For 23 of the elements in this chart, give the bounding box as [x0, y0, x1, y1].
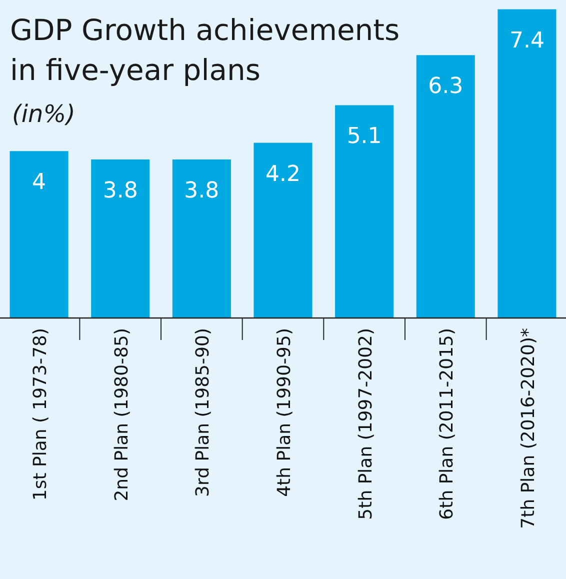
bar: [498, 9, 556, 318]
data-label: 4.2: [266, 162, 300, 187]
x-tick-label: 6th Plan (2011-2015): [436, 328, 458, 520]
data-label: 3.8: [102, 178, 138, 204]
text: (in%): [12, 100, 76, 128]
data-label: 6.3: [428, 74, 464, 100]
x-tick-label: 7th Plan (2016-2020)*: [518, 328, 539, 529]
data-label: 3.8: [184, 178, 220, 204]
bar: [416, 55, 475, 318]
data-label: 7.4: [509, 28, 544, 54]
bar: [254, 142, 312, 318]
bar: [172, 159, 231, 318]
data-label: 4: [32, 170, 46, 196]
x-tick-label: 3rd Plan (1985-90): [192, 328, 214, 497]
data-label: 5.1: [346, 124, 382, 150]
x-tick-label: 2nd Plan (1980-85): [111, 328, 132, 502]
x-tick-label: 1st Plan ( 1973-78): [30, 328, 52, 501]
bar: [10, 151, 68, 318]
text: GDP Growth achievements in five-year plans: [10, 13, 400, 87]
x-tick-label: 4th Plan (1990-95): [274, 328, 295, 497]
x-tick-label: 5th Plan (1997-2002): [355, 328, 376, 520]
bar: [335, 105, 394, 318]
bar: [91, 159, 150, 318]
